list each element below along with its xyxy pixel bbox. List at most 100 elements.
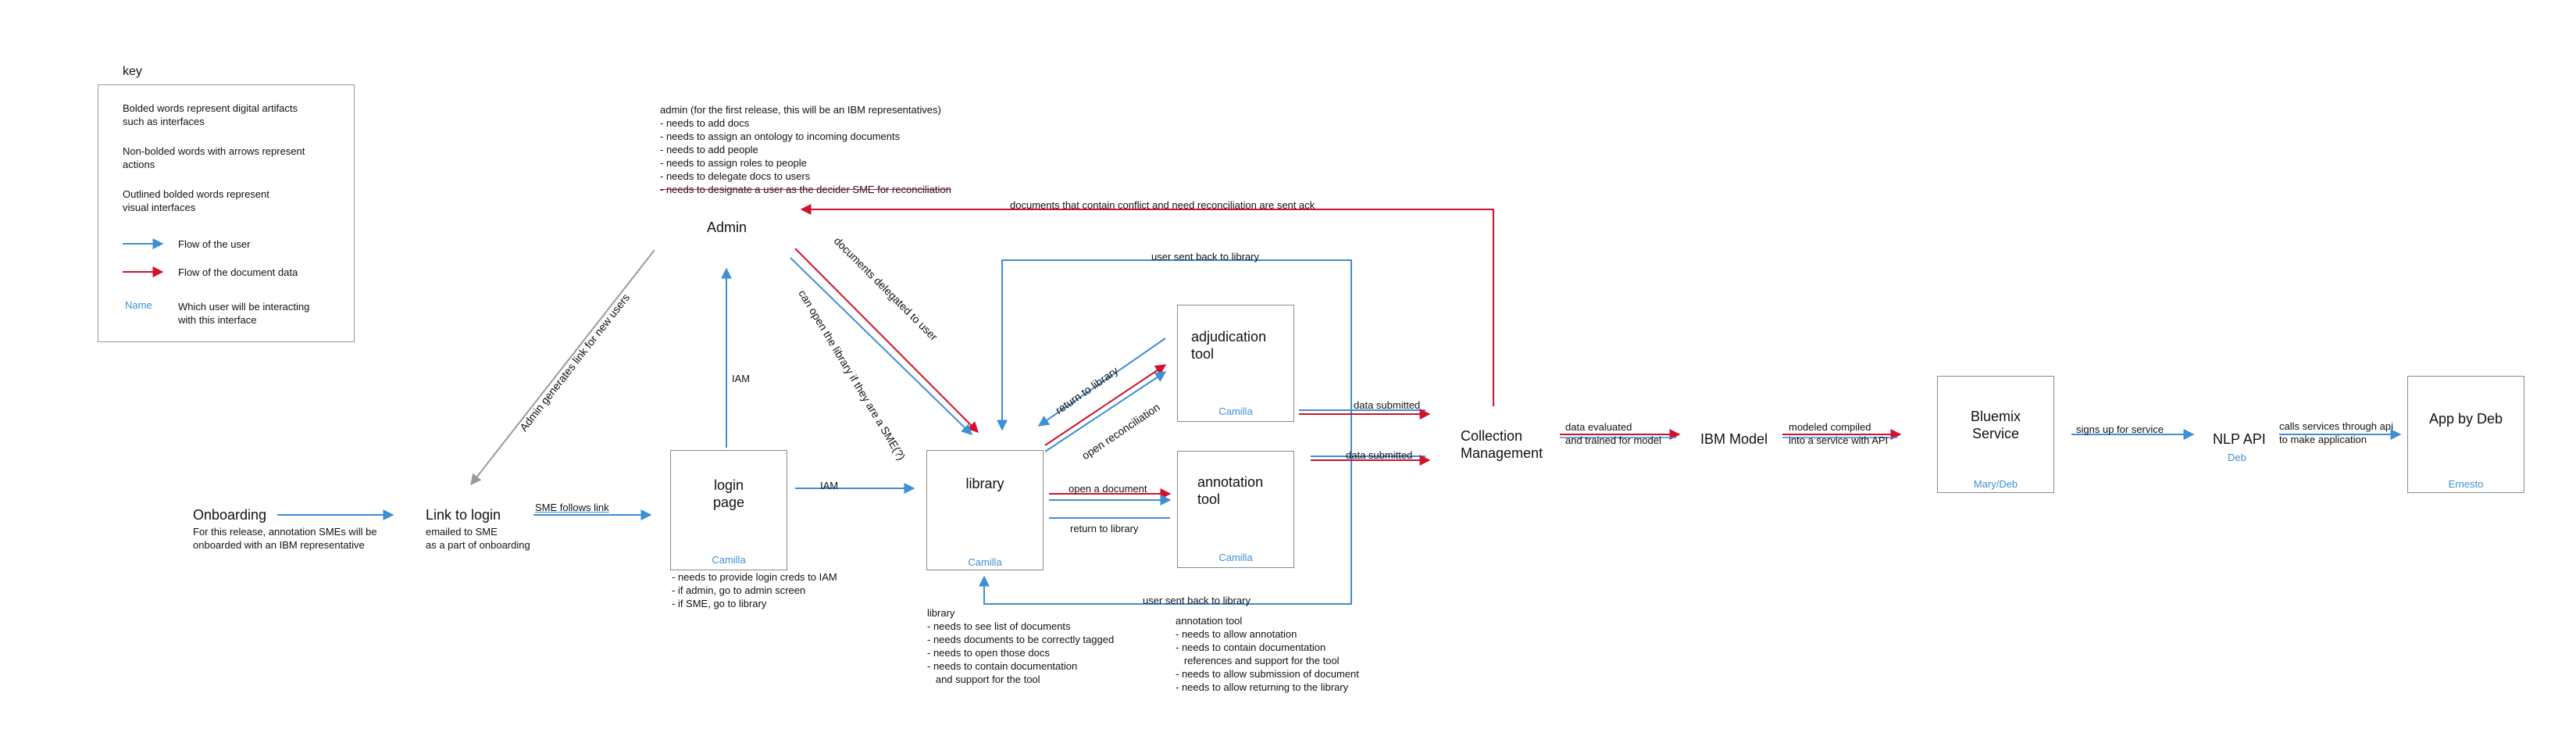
key-user-flow-label: Flow of the user xyxy=(178,238,251,250)
edge-label-sent-back-top: user sent back to library xyxy=(1151,251,1260,263)
nlp-api-user: Deb xyxy=(2228,452,2246,463)
login-page-notes: - needs to provide login creds to IAM - … xyxy=(672,570,837,610)
admin-note: - needs to assign an ontology to incomin… xyxy=(660,130,901,142)
library-note: - needs documents to be correctly tagged xyxy=(927,634,1115,645)
library-box xyxy=(926,450,1044,570)
annotation-tool-label: annotation tool xyxy=(1197,473,1263,508)
library-note: - needs to see list of documents xyxy=(927,620,1071,632)
bluemix-service-user: Mary/Deb xyxy=(1973,478,2018,490)
edge-label-iam-up: IAM xyxy=(732,373,751,384)
collection-management-node: Collection Management xyxy=(1461,427,1543,462)
adjudication-tool-label-line2: tool xyxy=(1191,346,1215,362)
onboarding-node: Onboarding xyxy=(193,507,267,523)
bluemix-service-label-line2: Service xyxy=(1971,426,2020,441)
login-page-note: - if SME, go to library xyxy=(672,598,767,609)
edge-label-iam-right: IAM xyxy=(820,480,839,491)
arrow-conflict-ack xyxy=(800,204,1494,406)
edge-label-data-evaluated-line1: data evaluated xyxy=(1565,421,1632,433)
annotation-tool-note: references and support for the tool xyxy=(1176,655,1340,666)
key-item-interfaces-line1: Outlined bolded words represent xyxy=(123,188,269,200)
edge-label-modeled-compiled-line2: into a service with API xyxy=(1789,434,1889,446)
library-note: - needs to contain documentation xyxy=(927,660,1078,672)
admin-note: - needs to add docs xyxy=(660,117,750,129)
key-item-artifacts-line2: such as interfaces xyxy=(123,116,205,127)
arrow-admin-to-library-blue xyxy=(790,257,973,435)
edge-label-data-evaluated-line2: and trained for model xyxy=(1565,434,1661,446)
key-name-sample: Name xyxy=(125,299,152,311)
library-notes-title: library xyxy=(927,607,955,619)
adjudication-tool-label-line1: adjudication xyxy=(1191,329,1267,345)
annotation-tool-note: - needs to allow submission of document xyxy=(1176,668,1359,680)
library-note: - needs to open those docs xyxy=(927,647,1050,659)
app-by-deb-user: Ernesto xyxy=(2448,478,2484,490)
adjudication-tool-box xyxy=(1177,305,1294,422)
app-by-deb-label: App by Deb xyxy=(2428,411,2503,427)
annotation-tool-user: Camilla xyxy=(1218,552,1253,563)
arrow-sent-back-bottom xyxy=(979,420,1352,605)
library-user: Camilla xyxy=(968,556,1002,568)
key-item-actions-line1: Non-bolded words with arrows represent xyxy=(123,145,305,157)
annotation-tool-label-line2: tool xyxy=(1197,491,1221,507)
annotation-tool-box xyxy=(1177,451,1294,568)
arrow-admin-to-link xyxy=(470,249,655,486)
edge-label-data-submitted-2: data submitted xyxy=(1346,449,1413,461)
edge-label-sent-back-bottom: user sent back to library xyxy=(1143,595,1251,606)
library-notes: library - needs to see list of documents… xyxy=(927,606,1114,686)
key-item-artifacts: Bolded words represent digital artifacts… xyxy=(123,102,298,128)
key-doc-flow-label: Flow of the document data xyxy=(178,266,298,278)
admin-note: - needs to designate a user as the decid… xyxy=(660,184,951,195)
login-page-label-line1: login xyxy=(713,477,744,493)
link-to-login-node: Link to login xyxy=(426,507,501,523)
arrow-library-to-adjudication-red xyxy=(1044,364,1167,446)
edge-label-modeled-compiled: modeled compiled into a service with API xyxy=(1789,420,1888,447)
adjudication-tool-label: adjudication tool xyxy=(1191,328,1266,363)
link-to-login-note-line2: as a part of onboarding xyxy=(426,539,530,551)
annotation-tool-notes: annotation tool - needs to allow annotat… xyxy=(1176,614,1359,694)
annotation-tool-notes-list: - needs to allow annotation - needs to c… xyxy=(1176,627,1359,694)
adjudication-tool-user: Camilla xyxy=(1218,406,1253,417)
annotation-tool-note: - needs to allow annotation xyxy=(1176,628,1297,640)
edge-label-open-document: open a document xyxy=(1069,483,1147,495)
key-title: key xyxy=(123,65,142,78)
admin-notes: admin (for the first release, this will … xyxy=(660,103,951,196)
bluemix-service-label-line1: Bluemix xyxy=(1970,409,2021,424)
edge-label-data-evaluated: data evaluated and trained for model xyxy=(1565,420,1661,447)
admin-note: - needs to delegate docs to users xyxy=(660,170,811,182)
edge-label-return-to-library: return to library xyxy=(1070,523,1139,534)
key-item-interfaces: Outlined bolded words represent visual i… xyxy=(123,188,269,214)
collection-management-line2: Management xyxy=(1461,445,1543,461)
library-notes-list: - needs to see list of documents - needs… xyxy=(927,620,1114,686)
login-page-label-line2: page xyxy=(712,495,745,510)
arrow-sent-back-top xyxy=(997,259,1352,431)
onboarding-note-line2: onboarded with an IBM representative xyxy=(193,539,365,551)
arrow-admin-to-library-red xyxy=(794,248,979,433)
edge-label-signs-up: signs up for service xyxy=(2076,423,2164,435)
link-to-login-note: emailed to SME as a part of onboarding xyxy=(426,525,530,552)
key-name-desc-line2: with this interface xyxy=(178,314,257,326)
app-by-deb-box xyxy=(2407,376,2524,493)
arrow-adjudication-to-library xyxy=(1037,338,1166,427)
annotation-tool-label-line1: annotation xyxy=(1197,474,1264,490)
ibm-model-node: IBM Model xyxy=(1700,431,1768,447)
admin-notes-title: admin (for the first release, this will … xyxy=(660,104,941,116)
edge-label-data-submitted-1: data submitted xyxy=(1354,399,1421,411)
bluemix-service-label: Bluemix Service xyxy=(1937,408,2054,442)
admin-note: - needs to add people xyxy=(660,144,758,155)
arrow-library-to-adjudication-blue xyxy=(1044,371,1167,452)
login-page-box xyxy=(670,450,787,570)
key-item-interfaces-line2: visual interfaces xyxy=(123,202,196,213)
annotation-tool-notes-title: annotation tool xyxy=(1176,615,1243,627)
key-panel xyxy=(98,84,355,342)
edge-label-modeled-compiled-line1: modeled compiled xyxy=(1789,421,1871,433)
bluemix-service-box xyxy=(1937,376,2054,493)
edge-label-conflict-ack: documents that contain conflict and need… xyxy=(1010,199,1315,211)
key-item-actions: Non-bolded words with arrows represent a… xyxy=(123,145,305,171)
admin-note: - needs to assign roles to people xyxy=(660,157,807,169)
edge-label-sme-follows: SME follows link xyxy=(535,502,609,513)
annotation-tool-note: - needs to contain documentation xyxy=(1176,641,1326,653)
edge-label-calls-services: calls services through api to make appli… xyxy=(2279,420,2393,446)
library-label: library xyxy=(965,476,1004,491)
login-page-note: - if admin, go to admin screen xyxy=(672,584,806,596)
